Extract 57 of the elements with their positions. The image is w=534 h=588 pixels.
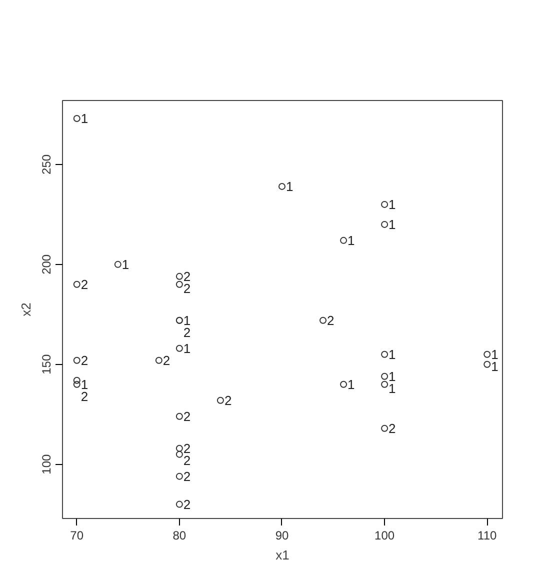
point [320,316,327,324]
point [340,236,348,244]
point [73,114,80,122]
series-label: 1 [80,110,88,126]
point [176,344,183,352]
point [155,356,162,364]
point [73,280,80,288]
point [73,356,80,364]
x-tick-label: 70 [70,528,84,542]
text: 1 [348,232,355,248]
text: 1 [183,340,191,356]
point [176,444,183,452]
point [176,280,183,288]
text: 2 [80,352,88,368]
text: 1 [388,346,396,362]
text: 2 [327,312,334,328]
point [176,272,183,280]
point [381,424,388,432]
point [381,200,388,208]
point [73,380,80,388]
point [176,450,183,458]
x-axis-title: x1 [276,548,290,562]
y-axis-title: x2 [18,302,34,316]
point [176,412,183,420]
point [176,500,183,508]
point [216,396,224,404]
text: 2 [388,420,396,436]
y-tick-label: 200 [40,254,54,274]
text: 1 [286,178,294,194]
series-label: 2 [80,276,88,292]
x-tick-label: 100 [374,528,395,542]
point [73,376,80,384]
text: 1 [122,256,130,272]
y-tick-label: 250 [40,154,54,174]
text: 1 [388,196,396,212]
text: 2 [183,468,191,484]
point [340,380,348,388]
text: 1 [388,216,396,232]
text: 2 [162,352,170,368]
point [484,360,491,368]
point [278,182,286,190]
y-tick-label: 150 [40,354,54,374]
x-tick-label: 110 [478,528,498,542]
y-tick-label: 100 [40,454,54,474]
text: 2 [183,496,191,512]
x-tick-label: 90 [275,528,289,542]
point [381,372,388,380]
x-tick-label: 80 [172,528,186,542]
point [381,350,388,358]
text: 2 [224,392,232,408]
point [176,472,183,480]
point [114,260,122,268]
text: 2 [183,408,191,424]
point [484,350,491,358]
point [381,380,388,388]
text: 1 [348,376,355,392]
point [381,220,388,228]
